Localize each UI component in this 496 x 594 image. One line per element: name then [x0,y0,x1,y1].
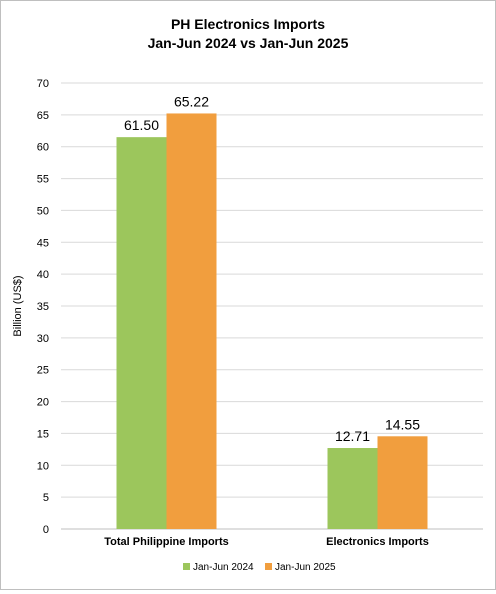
bar [116,137,167,529]
y-tick-label: 30 [37,333,49,345]
legend-swatch [183,563,190,570]
y-tick-label: 65 [37,110,49,122]
y-tick-label: 55 [37,174,49,186]
data-labels: 61.50 65.22 12.71 14.55 [124,93,420,444]
chart-title-line2: Jan-Jun 2024 vs Jan-Jun 2025 [148,35,349,51]
y-axis-label: Billion (US$) [12,275,24,336]
y-tick-label: 50 [37,205,49,217]
x-tick-label: Total Philippine Imports [104,536,228,548]
legend-label: Jan-Jun 2024 [193,562,254,573]
x-tick-labels: Total Philippine Imports Electronics Impo… [104,536,429,548]
bars [116,113,428,529]
y-tick-label: 25 [37,365,49,377]
y-tick-label: 5 [43,492,49,504]
y-tick-label: 40 [37,269,49,281]
legend-swatch [265,563,272,570]
y-tick-label: 70 [37,78,49,90]
data-label: 61.50 [124,117,159,133]
legend: Jan-Jun 2024 Jan-Jun 2025 [183,562,336,573]
y-tick-label: 45 [37,237,49,249]
y-tick-label: 10 [37,460,49,472]
x-tick-label: Electronics Imports [326,536,429,548]
y-tick-labels: 0 5 10 15 20 25 30 35 40 45 50 55 60 65 70 [37,78,49,536]
data-label: 65.22 [174,93,209,109]
legend-label: Jan-Jun 2025 [275,562,336,573]
y-tick-label: 20 [37,397,49,409]
data-label: 12.71 [335,428,370,444]
chart-title-line1: PH Electronics Imports [171,16,325,32]
data-label: 14.55 [385,416,420,432]
y-tick-label: 0 [43,524,49,536]
y-tick-label: 35 [37,301,49,313]
bar [377,436,428,529]
y-tick-label: 60 [37,142,49,154]
bar [166,113,217,529]
bar [327,448,378,529]
y-tick-label: 15 [37,428,49,440]
